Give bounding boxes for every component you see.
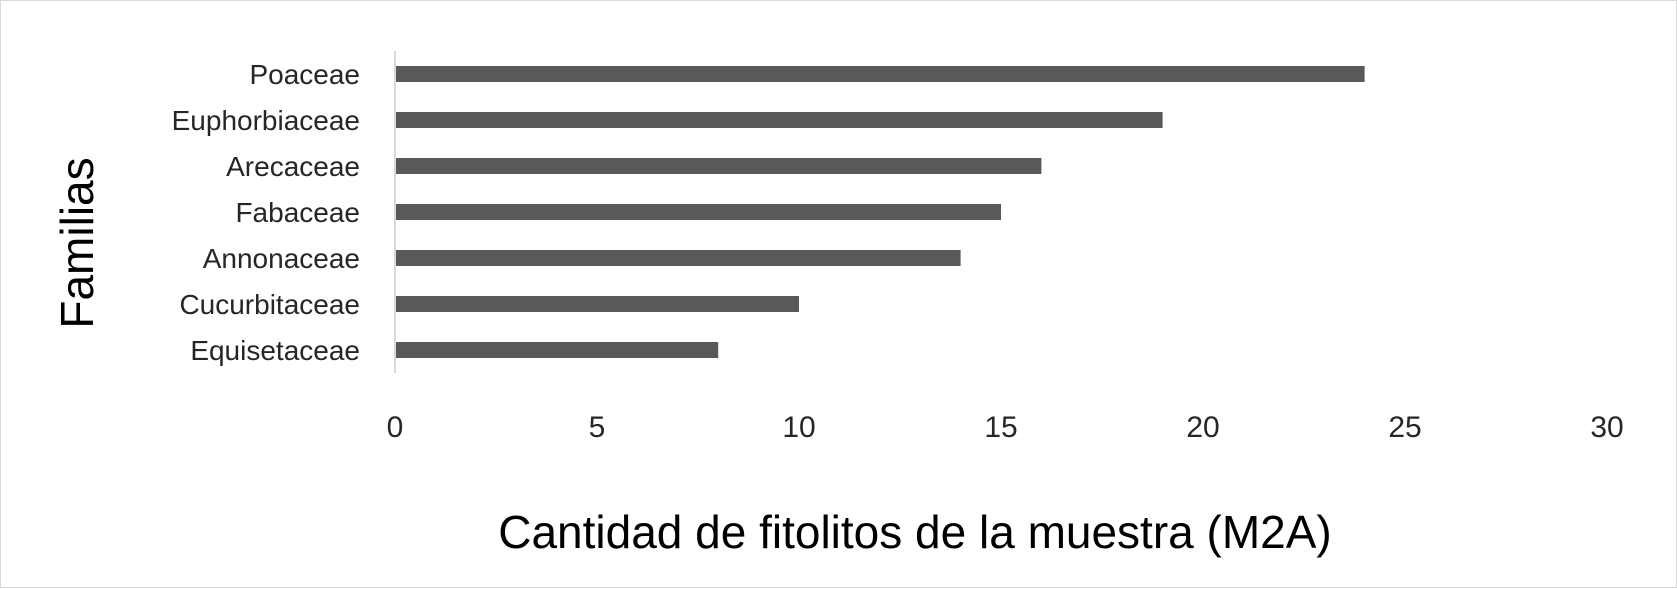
category-label-fabaceae: Fabaceae <box>235 197 360 228</box>
category-label-equisetaceae: Equisetaceae <box>190 335 360 366</box>
category-label-euphorbiaceae: Euphorbiaceae <box>172 105 360 136</box>
bar-annonaceae <box>395 250 961 266</box>
x-tick-label: 10 <box>782 411 815 444</box>
category-label-poaceae: Poaceae <box>249 59 360 90</box>
x-axis-title: Cantidad de fitolitos de la muestra (M2A… <box>498 506 1332 558</box>
category-label-arecaceae: Arecaceae <box>226 151 360 182</box>
bar-arecaceae <box>395 158 1042 174</box>
bar-fabaceae <box>395 204 1001 220</box>
bar-poaceae <box>395 66 1365 82</box>
x-tick-label: 25 <box>1388 411 1421 444</box>
x-tick-label: 20 <box>1186 411 1219 444</box>
bar-euphorbiaceae <box>395 112 1163 128</box>
x-tick-labels: 0 5 10 15 20 25 30 <box>387 411 1624 444</box>
bar-cucurbitaceae <box>395 296 799 312</box>
bars-layer <box>395 66 1365 358</box>
bar-equisetaceae <box>395 342 719 358</box>
category-label-cucurbitaceae: Cucurbitaceae <box>179 289 360 320</box>
x-tick-label: 0 <box>387 411 404 444</box>
x-tick-label: 15 <box>984 411 1017 444</box>
x-tick-label: 30 <box>1590 411 1623 444</box>
category-labels: Poaceae Euphorbiaceae Arecaceae Fabaceae Ann… <box>172 59 360 366</box>
y-axis-title: Familias <box>51 157 103 328</box>
category-label-annonaceae: Annonaceae <box>203 243 360 274</box>
x-tick-label: 5 <box>589 411 606 444</box>
